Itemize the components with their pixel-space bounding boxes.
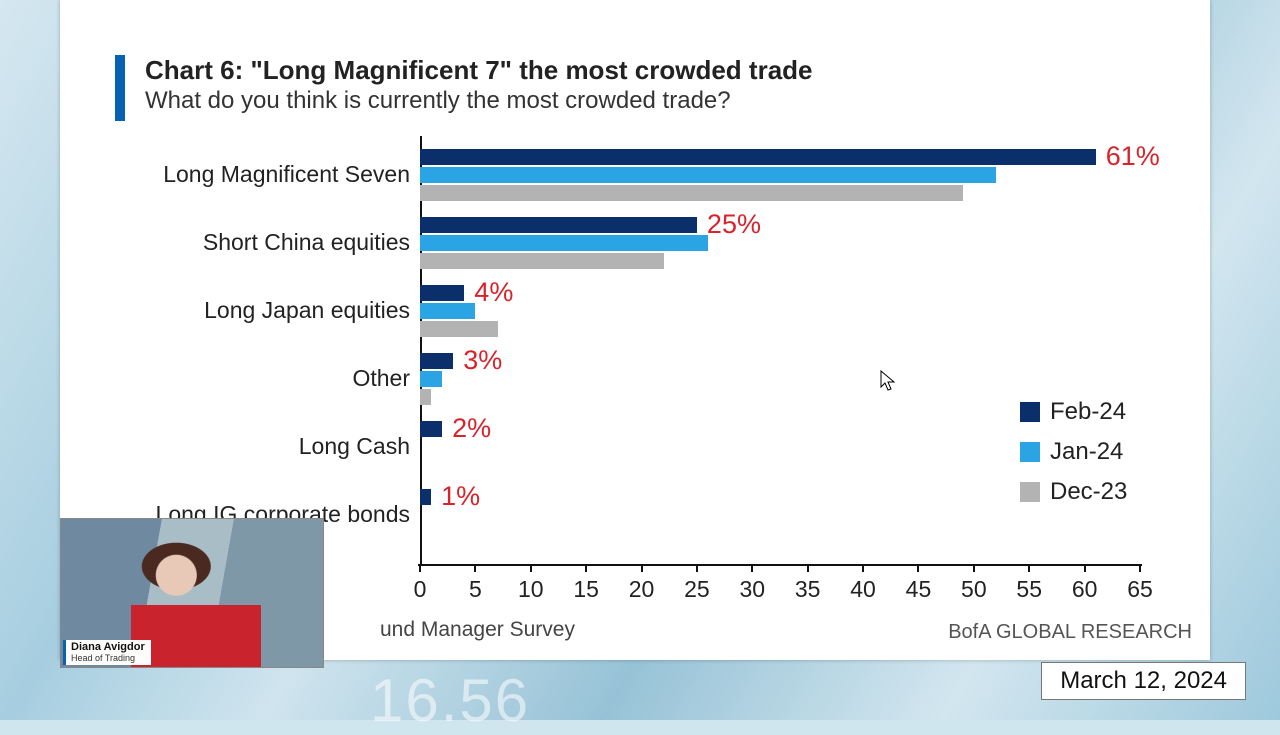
x-tick-label: 25 <box>684 576 710 603</box>
x-tick-label: 5 <box>469 576 482 603</box>
x-tick-mark <box>530 564 532 572</box>
chart-bar <box>420 285 464 301</box>
bar-value-callout: 61% <box>1106 141 1160 172</box>
x-tick-mark <box>917 564 919 572</box>
x-tick-mark <box>751 564 753 572</box>
x-tick-label: 65 <box>1127 576 1153 603</box>
presenter-video-thumbnail: Diana Avigdor Head of Trading <box>60 518 324 668</box>
chart-bar <box>420 321 498 337</box>
legend-swatch <box>1020 482 1040 502</box>
x-tick-mark <box>419 564 421 572</box>
bar-value-callout: 25% <box>707 209 761 240</box>
x-tick-label: 15 <box>573 576 599 603</box>
x-tick-mark <box>641 564 643 572</box>
x-tick-label: 50 <box>961 576 987 603</box>
chart-bar <box>420 353 453 369</box>
x-tick-mark <box>696 564 698 572</box>
legend-label: Jan-24 <box>1050 438 1123 466</box>
x-tick-mark <box>973 564 975 572</box>
chart-source-right: BofA GLOBAL RESEARCH <box>948 621 1192 644</box>
x-tick-label: 45 <box>906 576 932 603</box>
chart-bar <box>420 253 664 269</box>
category-label: Long Cash <box>70 433 410 460</box>
legend-item: Dec-23 <box>1020 472 1127 512</box>
chart-bar <box>420 421 442 437</box>
x-tick-mark <box>585 564 587 572</box>
x-axis <box>418 564 1142 566</box>
legend-swatch <box>1020 442 1040 462</box>
x-tick-mark <box>1139 564 1141 572</box>
category-label: Short China equities <box>70 229 410 256</box>
chart-title: Chart 6: "Long Magnificent 7" the most c… <box>145 55 813 86</box>
x-tick-mark <box>1084 564 1086 572</box>
legend-item: Jan-24 <box>1020 432 1127 472</box>
x-tick-mark <box>1028 564 1030 572</box>
legend-item: Feb-24 <box>1020 392 1127 432</box>
x-tick-mark <box>862 564 864 572</box>
chart-bar <box>420 489 431 505</box>
chart-bar <box>420 217 697 233</box>
chart-bar <box>420 235 708 251</box>
x-tick-label: 40 <box>850 576 876 603</box>
presenter-nameplate: Diana Avigdor Head of Trading <box>63 640 151 665</box>
legend-label: Feb-24 <box>1050 398 1126 426</box>
chart-bar <box>420 371 442 387</box>
legend-swatch <box>1020 402 1040 422</box>
x-tick-label: 0 <box>414 576 427 603</box>
category-label: Other <box>70 365 410 392</box>
presenter-role: Head of Trading <box>71 654 145 663</box>
chart-source-left: und Manager Survey <box>380 618 575 642</box>
bar-value-callout: 3% <box>463 345 502 376</box>
x-tick-label: 60 <box>1072 576 1098 603</box>
bar-value-callout: 4% <box>474 277 513 308</box>
category-label: Long Magnificent Seven <box>70 161 410 188</box>
bar-value-callout: 1% <box>441 481 480 512</box>
chart-bar <box>420 389 431 405</box>
chart-bar <box>420 185 963 201</box>
chart-legend: Feb-24 Jan-24 Dec-23 <box>1020 392 1127 512</box>
x-tick-label: 20 <box>629 576 655 603</box>
date-tag: March 12, 2024 <box>1041 662 1246 700</box>
x-tick-label: 10 <box>518 576 544 603</box>
chart-bar <box>420 167 996 183</box>
x-tick-label: 30 <box>740 576 766 603</box>
x-tick-label: 55 <box>1016 576 1042 603</box>
presenter-name: Diana Avigdor <box>71 642 145 654</box>
chart-subtitle: What do you think is currently the most … <box>145 87 731 115</box>
legend-label: Dec-23 <box>1050 478 1127 506</box>
category-label: Long Japan equities <box>70 297 410 324</box>
chart-bar <box>420 303 475 319</box>
x-tick-mark <box>807 564 809 572</box>
title-accent-bar <box>115 55 125 121</box>
x-tick-label: 35 <box>795 576 821 603</box>
chart-bar <box>420 149 1096 165</box>
bar-value-callout: 2% <box>452 413 491 444</box>
x-tick-mark <box>474 564 476 572</box>
